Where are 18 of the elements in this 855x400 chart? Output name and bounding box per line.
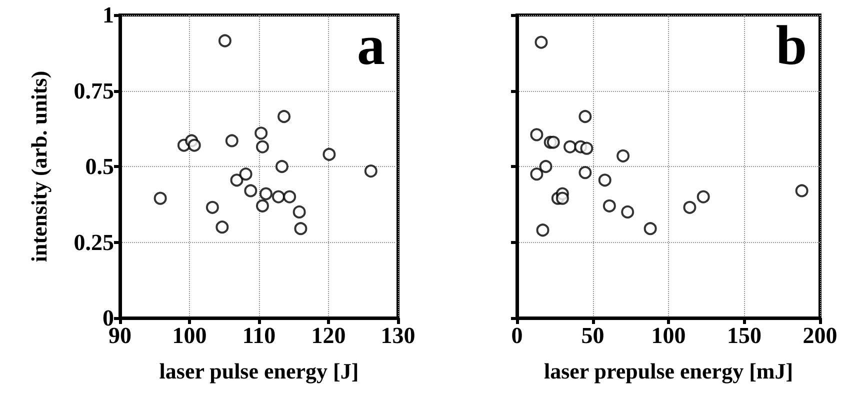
x-tick-label: 200 [802,323,838,348]
y-axis-title: intensity (arb. units) [26,70,52,262]
x-tick-label: 150 [727,323,762,348]
annotation: b [776,15,808,77]
x-tick-label: 110 [242,323,276,348]
x-axis-title: laser prepulse energy [mJ] [544,358,794,384]
x-axis-title: laser pulse energy [J] [159,358,359,384]
y-tick-label: 0.5 [85,154,114,179]
y-tick-label: 1 [102,2,114,28]
x-tick-label: 0 [511,323,523,348]
annotation: a [357,15,385,77]
x-tick-label: 50 [581,323,604,348]
y-tick-label: 0.75 [74,78,114,104]
x-tick-label: 100 [651,323,686,348]
x-tick-label: 120 [311,323,346,348]
y-tick-label: 0.25 [74,230,114,255]
x-tick-label: 100 [172,323,207,348]
x-tick-label: 130 [380,323,416,348]
